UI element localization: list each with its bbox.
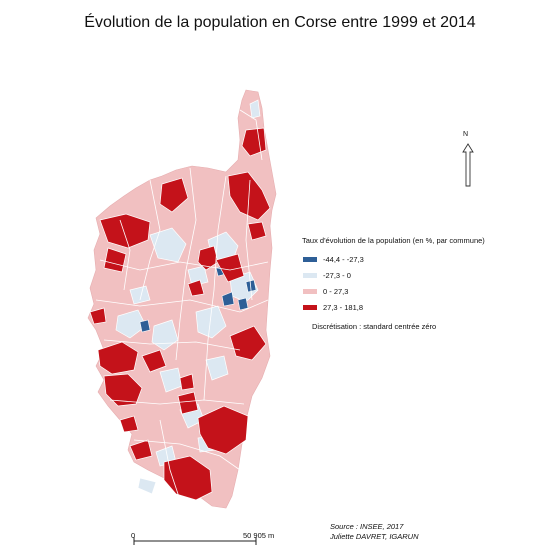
discretisation-note: Discrétisation : standard centrée zéro (312, 322, 437, 331)
legend-swatch-decline-moderate (303, 273, 317, 278)
legend-item: 27,3 - 181,8 (302, 301, 485, 314)
legend-swatch-decline-strong (303, 257, 317, 262)
source-line: Source : INSEE, 2017 (330, 522, 404, 531)
legend-label: -44,4 - -27,3 (323, 255, 364, 264)
author-line: Juliette DAVRET, IGARUN (330, 532, 419, 541)
commune-boundaries (95, 109, 269, 501)
north-label: N (463, 131, 469, 138)
scale-start-label: 0 (131, 531, 136, 540)
legend-label: 27,3 - 181,8 (323, 303, 364, 312)
decline-moderate-communes (115, 99, 261, 495)
scale-bar (133, 537, 257, 545)
legend-label: -27,3 - 0 (323, 271, 351, 280)
legend-swatch-growth-strong (303, 305, 317, 310)
legend-label: 0 - 27,3 (323, 287, 349, 296)
legend-title: Taux d'évolution de la population (en %,… (302, 236, 485, 245)
legend-item: -27,3 - 0 (302, 269, 485, 282)
scale-end-label: 50 905 m (243, 531, 275, 540)
map-title: Évolution de la population en Corse entr… (84, 14, 476, 31)
legend-item: 0 - 27,3 (302, 285, 485, 298)
legend-swatch-growth-moderate (303, 289, 317, 294)
legend-item: -44,4 - -27,3 (302, 253, 485, 266)
north-arrow-icon (462, 143, 474, 187)
legend: Taux d'évolution de la population (en %,… (302, 236, 485, 317)
source-note: Source : INSEE, 2017 Juliette DAVRET, IG… (330, 522, 419, 542)
